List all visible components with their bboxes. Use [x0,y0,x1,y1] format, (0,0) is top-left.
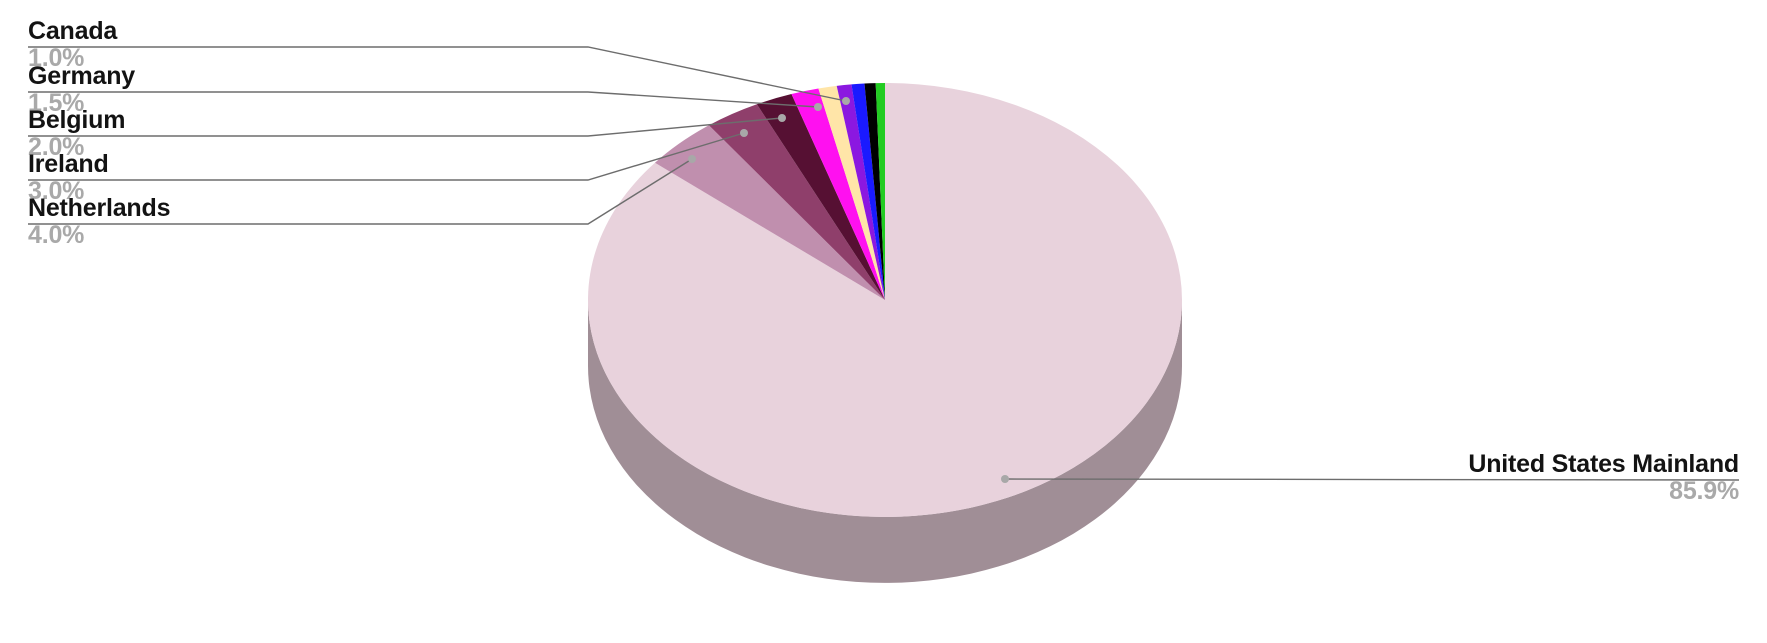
pie-callout-germany[interactable]: Germany 1.5% [28,63,135,117]
callout-anchor-dot [778,114,786,122]
callout-percent-value: 2.0% [28,133,85,161]
callout-leader-line [28,91,819,108]
pie-slices-layer [587,83,1183,517]
pie-callout-united-states-mainland[interactable]: United States Mainland 85.9% [0,451,1739,505]
callout-category-label: Germany [28,62,135,90]
callout-percent-value: 1.5% [28,89,85,117]
callout-leader-line [28,117,783,137]
pie-slice[interactable] [756,94,885,300]
callout-leader-line [28,132,745,181]
callout-category-label: Canada [28,17,118,45]
pie-side-extrusion [588,300,1182,583]
callout-anchor-dot [814,103,822,111]
callout-anchor-dot [842,97,850,105]
pie-slice[interactable] [875,83,885,300]
pie-3d-side [588,300,1182,583]
pie-callout-belgium[interactable]: Belgium 2.0% [28,107,125,161]
callout-leader-line [1004,478,1740,481]
pie-slice[interactable] [791,88,885,300]
callout-percent-value: 85.9% [1669,477,1739,505]
callout-leader-line [28,158,693,225]
callout-leader-line [28,46,847,102]
callout-category-label: Ireland [28,150,109,178]
pie-slice[interactable] [851,83,885,300]
callout-percent-value: 4.0% [28,221,85,249]
pie-callout-netherlands[interactable]: Netherlands 4.0% [28,195,170,249]
callout-anchor-dot [1001,475,1009,483]
pie-slice[interactable] [654,125,885,300]
pie-callout-ireland[interactable]: Ireland 3.0% [28,151,109,205]
pie-slice[interactable] [864,83,885,300]
callout-category-label: United States Mainland [1468,450,1739,478]
callout-anchor-dot [740,129,748,137]
callout-category-label: Netherlands [28,194,171,222]
pie-slice[interactable] [836,84,885,300]
pie-leader-lines-layer [28,46,1740,483]
callout-percent-value: 3.0% [28,177,85,205]
callout-anchor-dot [688,155,696,163]
callout-category-label: Belgium [28,106,126,134]
callout-percent-value: 1.0% [28,44,85,72]
pie-callout-canada[interactable]: Canada 1.0% [28,18,117,72]
pie-slice[interactable] [818,85,885,300]
pie-slice[interactable] [708,104,885,300]
